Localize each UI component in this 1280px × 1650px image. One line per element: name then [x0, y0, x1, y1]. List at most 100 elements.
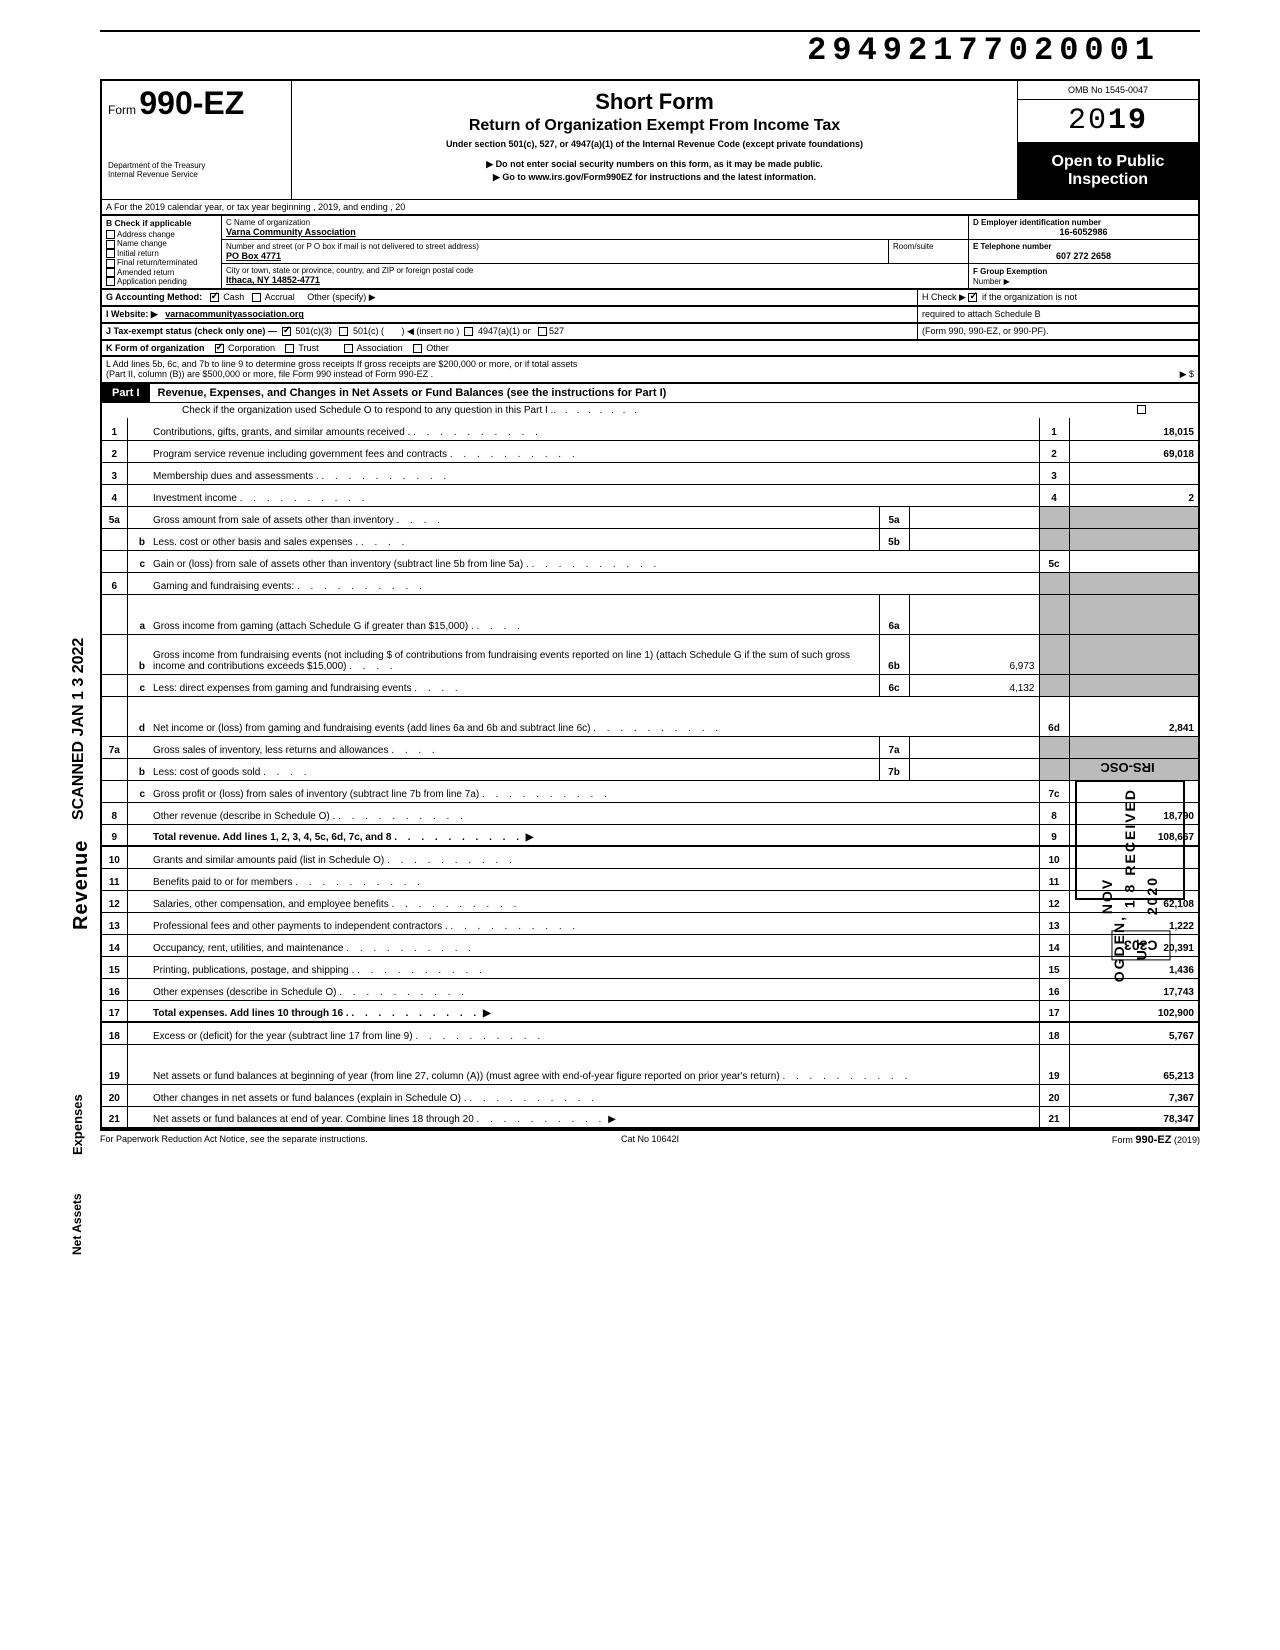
- right-no: 13: [1039, 912, 1069, 934]
- line-no: [101, 528, 127, 550]
- right-no: [1039, 736, 1069, 758]
- line-no: [101, 780, 127, 802]
- checkbox-trust[interactable]: [285, 344, 294, 353]
- line-sub: b: [127, 634, 149, 674]
- right-no: 14: [1039, 934, 1069, 956]
- right-no: [1039, 506, 1069, 528]
- line-no: [101, 674, 127, 696]
- line-sub: [127, 572, 149, 594]
- checkbox-initial[interactable]: [106, 249, 115, 258]
- line-sub: [127, 846, 149, 868]
- line-desc: Gaming and fundraising events: . . . . .…: [149, 572, 1039, 594]
- line-desc: Contributions, gifts, grants, and simila…: [149, 418, 1039, 440]
- f-label: F Group Exemption: [973, 267, 1047, 276]
- right-no: 12: [1039, 890, 1069, 912]
- table-row: 20Other changes in net assets or fund ba…: [101, 1084, 1199, 1106]
- line-desc: Net assets or fund balances at beginning…: [149, 1044, 1039, 1084]
- line-desc: Gain or (loss) from sale of assets other…: [149, 550, 1039, 572]
- return-subtitle: Return of Organization Exempt From Incom…: [302, 117, 1007, 135]
- checkbox-accrual[interactable]: [252, 293, 261, 302]
- goto-url: ▶ Go to www.irs.gov/Form990EZ for instru…: [302, 172, 1007, 183]
- right-no: 19: [1039, 1044, 1069, 1084]
- checkbox-amended[interactable]: [106, 268, 115, 277]
- line-sub: [127, 1000, 149, 1022]
- side-netassets: Net Assets: [70, 1193, 84, 1255]
- footer-form-no: 990-EZ: [1135, 1134, 1171, 1146]
- row-gh: G Accounting Method: Cash Accrual Other …: [100, 288, 1200, 305]
- checkbox-assoc[interactable]: [344, 344, 353, 353]
- amount: [1069, 462, 1199, 484]
- checkbox-501c[interactable]: [339, 327, 348, 336]
- k-corp: Corporation: [228, 343, 275, 353]
- amount: 2,841: [1069, 696, 1199, 736]
- line-no: 8: [101, 802, 127, 824]
- part1-check-o: Check if the organization used Schedule …: [100, 403, 1200, 418]
- received-date: NOV 1 8 2020: [1096, 876, 1163, 915]
- mini-no: 6c: [879, 674, 909, 696]
- right-no: 21: [1039, 1106, 1069, 1128]
- line-sub: a: [127, 594, 149, 634]
- i-label: I Website: ▶: [106, 309, 158, 319]
- amount: [1069, 634, 1199, 674]
- l-line1: L Add lines 5b, 6c, and 7b to line 9 to …: [106, 359, 1194, 369]
- line-desc: Professional fees and other payments to …: [149, 912, 1039, 934]
- form-meta-block: OMB No 1545-0047 2019 Open to Public Ins…: [1018, 81, 1198, 199]
- checkbox-h[interactable]: [968, 293, 977, 302]
- k-label: K Form of organization: [106, 343, 205, 353]
- table-row: 19Net assets or fund balances at beginni…: [101, 1044, 1199, 1084]
- line-sub: [127, 506, 149, 528]
- line-desc: Gross income from gaming (attach Schedul…: [149, 594, 879, 634]
- mini-val: [909, 506, 1039, 528]
- checkbox-pending[interactable]: [106, 277, 115, 286]
- checkbox-addr-change[interactable]: [106, 230, 115, 239]
- checkbox-schedule-o[interactable]: [1137, 405, 1146, 414]
- checkbox-other-org[interactable]: [413, 344, 422, 353]
- dept-line-2: Internal Revenue Service: [108, 171, 285, 180]
- amount: 5,767: [1069, 1022, 1199, 1044]
- checkbox-name-change[interactable]: [106, 240, 115, 249]
- telephone: 607 272 2658: [973, 251, 1194, 261]
- c-addr-label: Number and street (or P O box if mail is…: [226, 242, 884, 251]
- mini-val: [909, 528, 1039, 550]
- line-sub: c: [127, 674, 149, 696]
- check-o-text: Check if the organization used Schedule …: [182, 405, 553, 416]
- side-expenses: Expenses: [70, 1094, 85, 1155]
- line-l: L Add lines 5b, 6c, and 7b to line 9 to …: [100, 355, 1200, 384]
- line-no: [101, 758, 127, 780]
- under-section: Under section 501(c), 527, or 4947(a)(1)…: [302, 139, 1007, 149]
- amount: 102,900: [1069, 1000, 1199, 1022]
- line-sub: [127, 462, 149, 484]
- section-def: D Employer identification number 16-6052…: [968, 216, 1198, 288]
- h-txt1: H Check ▶: [922, 292, 966, 302]
- line-no: [101, 550, 127, 572]
- line-sub: [127, 1022, 149, 1044]
- k-trust: Trust: [298, 343, 318, 353]
- c-city-label: City or town, state or province, country…: [226, 266, 964, 275]
- right-no: 16: [1039, 978, 1069, 1000]
- right-no: [1039, 594, 1069, 634]
- line-sub: d: [127, 696, 149, 736]
- amount: 69,018: [1069, 440, 1199, 462]
- right-no: 3: [1039, 462, 1069, 484]
- table-row: 11Benefits paid to or for members . . . …: [101, 868, 1199, 890]
- line-no: 7a: [101, 736, 127, 758]
- right-no: [1039, 758, 1069, 780]
- org-name: Varna Community Association: [226, 227, 964, 237]
- mini-no: 5b: [879, 528, 909, 550]
- checkbox-4947[interactable]: [464, 327, 473, 336]
- ein: 16-6052986: [973, 227, 1194, 237]
- checkbox-cash[interactable]: [210, 293, 219, 302]
- line-desc: Gross amount from sale of assets other t…: [149, 506, 879, 528]
- line-sub: [127, 824, 149, 846]
- checkbox-corp[interactable]: [215, 344, 224, 353]
- line-desc: Gross income from fundraising events (no…: [149, 634, 879, 674]
- b-item-4: Amended return: [117, 268, 174, 277]
- amount: [1069, 572, 1199, 594]
- checkbox-final[interactable]: [106, 259, 115, 268]
- table-row: 10Grants and similar amounts paid (list …: [101, 846, 1199, 868]
- form-id-block: Form 990-EZ Department of the Treasury I…: [102, 81, 292, 199]
- checkbox-501c3[interactable]: [282, 327, 291, 336]
- side-revenue: Revenue: [70, 840, 93, 930]
- checkbox-527[interactable]: [538, 327, 547, 336]
- part1-header: Part I Revenue, Expenses, and Changes in…: [100, 384, 1200, 403]
